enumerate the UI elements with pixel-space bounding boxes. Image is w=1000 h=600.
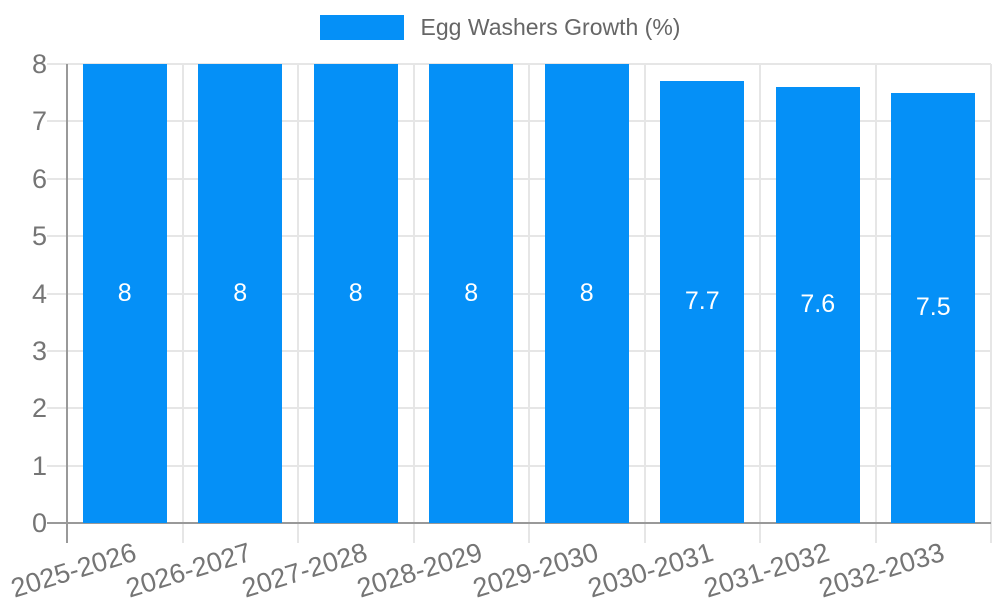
y-axis-tick-label: 0 (31, 508, 47, 538)
y-axis-tick-label: 8 (31, 49, 47, 79)
bar (429, 64, 514, 523)
gridline-horizontal (47, 235, 991, 238)
gridline-horizontal (47, 120, 991, 123)
legend-series-label: Egg Washers Growth (%) (420, 14, 681, 40)
gridline-vertical (297, 64, 299, 543)
gridline-vertical (990, 64, 992, 543)
x-axis-line (47, 522, 991, 524)
y-axis-tick-label: 6 (31, 163, 47, 194)
bar-value-label: 7.6 (800, 289, 836, 318)
gridline-horizontal (47, 177, 991, 180)
bar-value-label: 8 (117, 278, 132, 307)
gridline-vertical (759, 64, 761, 543)
gridline-horizontal (47, 63, 991, 65)
gridline-vertical (528, 64, 530, 543)
gridline-vertical (874, 64, 877, 543)
y-axis-tick-label: 3 (31, 335, 47, 366)
gridline-horizontal (47, 407, 991, 410)
gridline-vertical (643, 64, 646, 543)
bar-value-label: 8 (579, 278, 594, 307)
bar-value-label: 7.7 (684, 287, 720, 316)
gridline-horizontal (47, 349, 991, 352)
bar (198, 64, 283, 523)
gridline-horizontal (47, 464, 991, 467)
bar-value-label: 8 (464, 278, 479, 307)
gridline-vertical (181, 64, 184, 543)
y-axis-tick-label: 5 (31, 221, 47, 252)
bar (660, 81, 745, 523)
legend-color-swatch (319, 15, 404, 40)
y-axis-tick-label: 2 (31, 393, 47, 424)
bar (891, 92, 976, 523)
bar-value-label: 7.5 (915, 292, 951, 321)
gridline-vertical (412, 64, 415, 543)
y-axis-tick-label: 1 (31, 450, 47, 481)
y-axis-tick-label: 4 (31, 278, 47, 309)
bar (313, 64, 398, 523)
bar (544, 64, 629, 523)
bar-value-label: 8 (348, 278, 363, 307)
y-axis-line (66, 64, 68, 543)
y-axis-tick-label: 7 (31, 106, 47, 137)
gridline-horizontal (47, 292, 991, 295)
bar (775, 86, 860, 523)
bar (82, 64, 167, 523)
chart-legend: Egg Washers Growth (%) (0, 14, 1000, 41)
bar-value-label: 8 (233, 278, 248, 307)
